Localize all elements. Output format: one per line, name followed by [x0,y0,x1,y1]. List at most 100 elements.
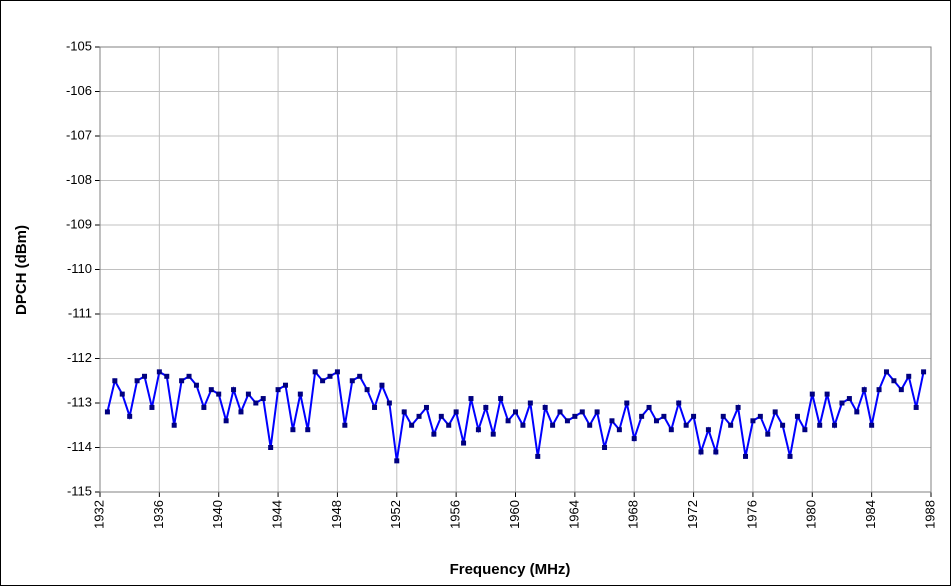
x-tick-label: 1936 [151,500,166,529]
data-point [253,400,259,406]
data-point [431,431,437,437]
data-point [772,409,778,415]
data-point [357,373,363,379]
x-tick-label: 1988 [922,500,937,529]
data-point [646,404,652,410]
data-point [119,391,125,397]
data-point [527,400,533,406]
data-point [913,404,919,410]
data-point [423,404,429,410]
y-tick-label: -112 [67,350,92,365]
data-point [475,427,481,433]
x-tick-label: 1984 [863,500,878,529]
x-tick-label: 1972 [685,500,700,529]
data-point [416,413,422,419]
data-point [765,431,771,437]
data-point [653,418,659,424]
data-point [245,391,251,397]
x-tick-label: 1964 [566,500,581,529]
data-point [839,400,845,406]
y-tick-label: -110 [67,261,92,276]
x-tick-label: 1976 [744,500,759,529]
data-point [386,400,392,406]
data-point [602,445,608,450]
data-point [186,373,192,379]
data-point [757,413,763,419]
data-point [216,391,222,397]
data-point [780,422,786,428]
data-point [587,422,593,428]
x-tick-label: 1932 [91,500,106,529]
data-point [394,458,400,464]
data-point [208,387,214,393]
data-point [297,391,303,397]
data-point [238,409,244,415]
data-point [817,422,823,428]
data-point [824,391,830,397]
data-point [832,422,838,428]
data-point [364,387,370,393]
data-point [683,422,689,428]
data-point [735,404,741,410]
data-point [579,409,585,415]
data-point [720,413,726,419]
data-point [846,396,852,402]
y-tick-label: -109 [66,216,92,231]
data-point [112,378,118,384]
y-tick-label: -108 [66,172,92,187]
data-point [320,378,326,384]
data-point [127,413,133,419]
y-tick-label: -105 [66,38,92,53]
plot-area [99,46,932,493]
data-point [616,427,622,433]
data-point [639,413,645,419]
y-axis-title: DPCH (dBm) [13,225,30,315]
data-point [468,396,474,402]
data-point [268,445,274,450]
data-point [861,387,867,393]
y-tick-label: -113 [67,394,92,409]
y-tick-label: -114 [67,439,92,454]
data-point [453,409,459,415]
data-point [498,396,504,402]
data-point [891,378,897,384]
data-point [898,387,904,393]
data-point [728,422,734,428]
data-point [698,449,704,455]
data-point [409,422,415,428]
data-point [401,409,407,415]
data-point [691,413,697,419]
data-point [349,378,355,384]
data-point [572,413,578,419]
data-point [883,369,889,375]
data-point [260,396,266,402]
x-tick-label: 1960 [507,500,522,529]
data-point [668,427,674,433]
data-point [906,373,912,379]
data-point [794,413,800,419]
data-point [743,453,749,459]
data-point [535,453,541,459]
data-point [809,391,815,397]
data-point [231,387,237,393]
data-point [557,409,563,415]
data-point [305,427,311,433]
data-point [624,400,630,406]
data-point [142,373,148,379]
x-tick-label: 1956 [448,500,463,529]
data-point [149,404,155,410]
x-tick-label: 1968 [626,500,641,529]
y-tick-label: -115 [67,483,92,498]
x-tick-label: 1948 [329,500,344,529]
y-tick-label: -107 [66,127,92,142]
data-point [334,369,340,375]
data-point [609,418,615,424]
data-point [193,382,199,388]
data-point [156,369,162,375]
data-point [661,413,667,419]
x-tick-label: 1952 [388,500,403,529]
data-point [921,369,927,375]
data-point [854,409,860,415]
data-point [342,422,348,428]
